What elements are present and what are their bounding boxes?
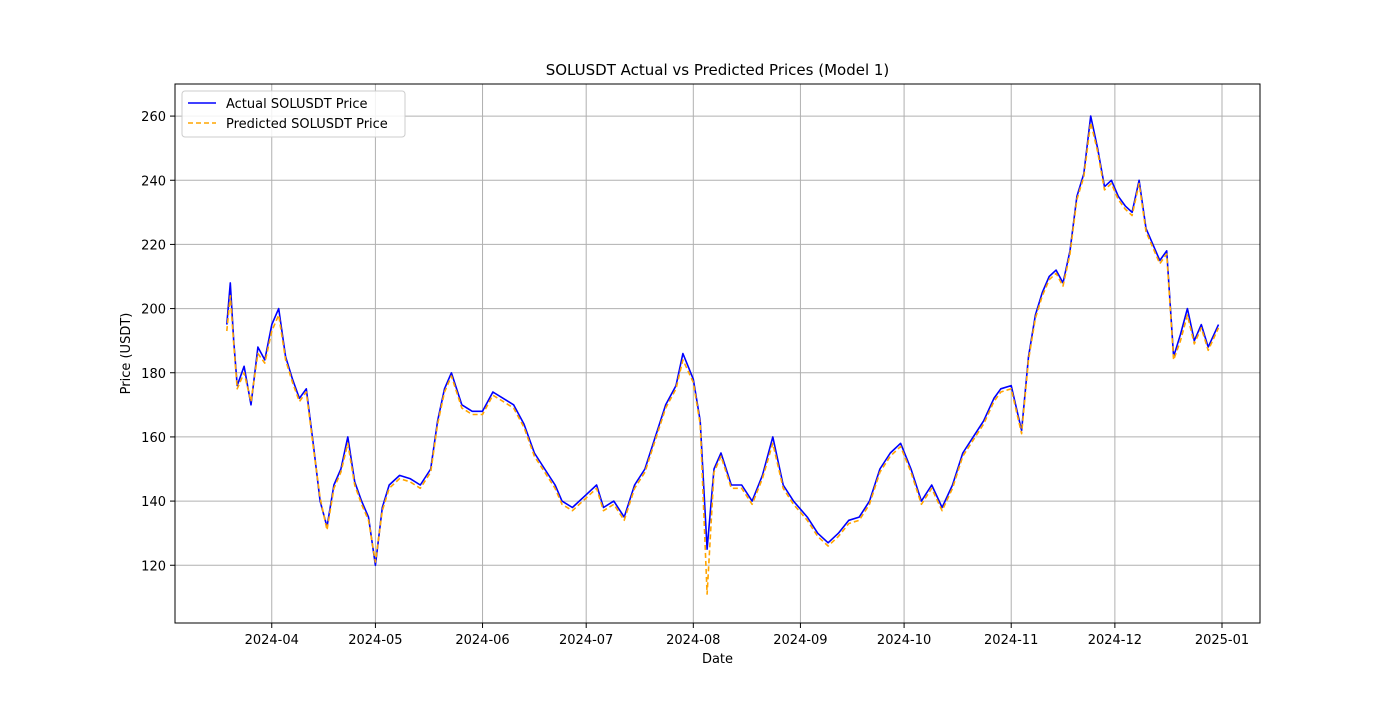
y-tick-label: 120	[141, 559, 166, 574]
x-tick-label: 2024-08	[666, 633, 720, 648]
axis-ticks: 2024-04 2024-05 2024-06 2024-07 2024-08 2024-…	[141, 110, 1249, 648]
x-tick-label: 2024-10	[877, 633, 931, 648]
y-axis-title: Price (USDT)	[119, 313, 134, 395]
y-tick-label: 160	[141, 431, 166, 446]
x-tick-label: 2024-11	[984, 633, 1038, 648]
y-tick-label: 140	[141, 495, 166, 510]
x-axis-title: Date	[702, 652, 733, 667]
x-tick-label: 2024-07	[559, 633, 613, 648]
plot-area	[174, 83, 1261, 624]
grid-lines	[175, 84, 1260, 623]
x-tick-label: 2024-12	[1088, 633, 1142, 648]
y-tick-label: 240	[141, 174, 166, 189]
series-line-predicted	[226, 121, 1220, 595]
chart-title: SOLUSDT Actual vs Predicted Prices (Mode…	[546, 61, 890, 79]
y-tick-label: 260	[141, 110, 166, 125]
legend-label: Actual SOLUSDT Price	[226, 97, 368, 112]
x-tick-label: 2024-04	[245, 633, 299, 648]
legend-label: Predicted SOLUSDT Price	[226, 117, 388, 132]
y-tick-label: 200	[141, 303, 166, 318]
chart-legend: Actual SOLUSDT Price Predicted SOLUSDT Pr…	[181, 90, 406, 138]
y-tick-label: 180	[141, 367, 166, 382]
series-lines	[226, 115, 1220, 595]
legend-box	[181, 90, 406, 138]
x-tick-label: 2025-01	[1195, 633, 1249, 648]
y-tick-label: 220	[141, 238, 166, 253]
x-tick-label: 2024-05	[348, 633, 402, 648]
x-tick-label: 2024-06	[455, 633, 509, 648]
x-tick-label: 2024-09	[773, 633, 827, 648]
